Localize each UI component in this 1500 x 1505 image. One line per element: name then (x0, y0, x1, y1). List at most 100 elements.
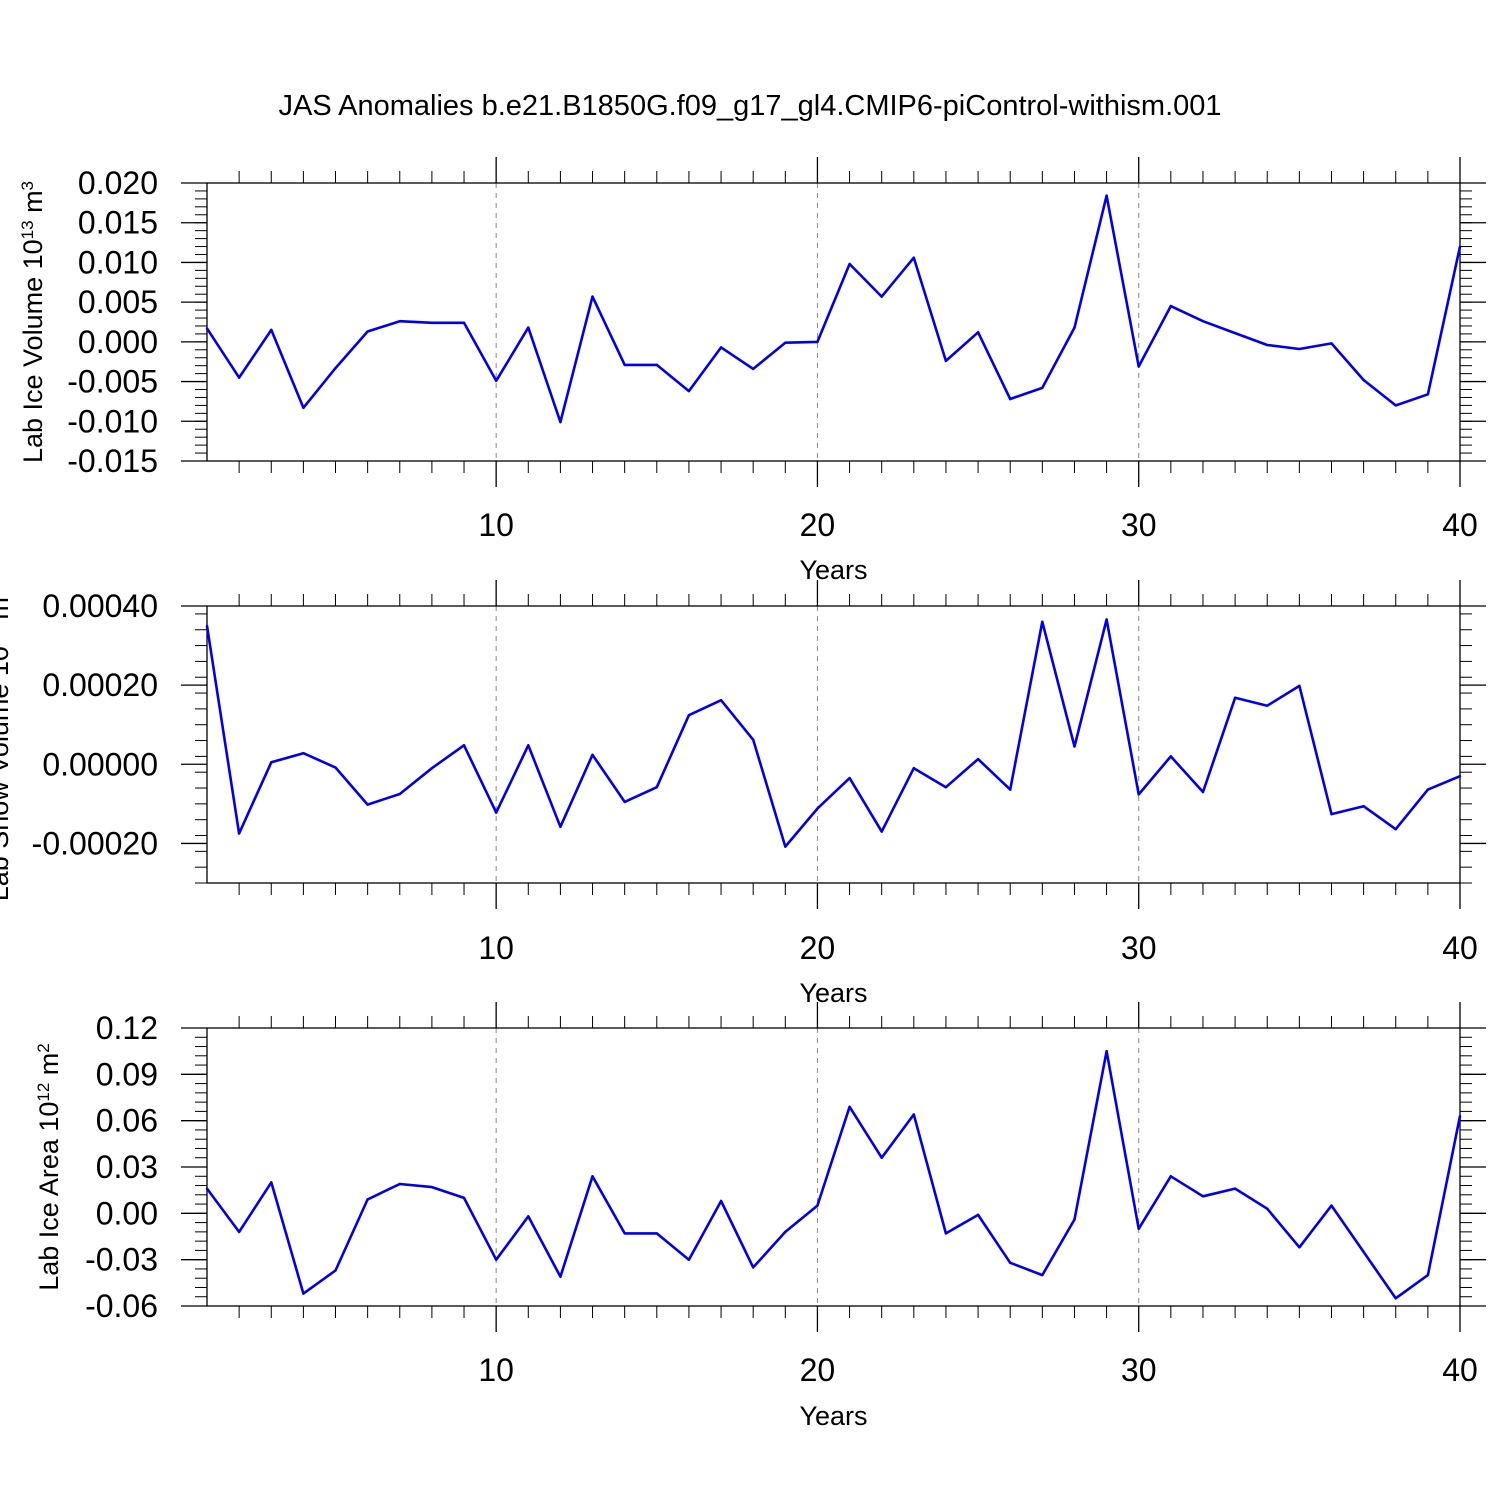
data-point (784, 845, 787, 848)
data-point (719, 346, 723, 349)
data-point (976, 1213, 980, 1217)
data-point (1330, 812, 1333, 816)
x-tick-label: 40 (1442, 1352, 1478, 1388)
data-point (912, 256, 916, 259)
data-point (1266, 704, 1269, 707)
y-tick-label: -0.015 (67, 443, 158, 479)
data-point (1362, 805, 1365, 808)
y-tick-label: 0.010 (78, 244, 158, 280)
y-tick-label: 0.00040 (42, 588, 158, 624)
data-point (205, 624, 209, 627)
x-tick-label: 10 (478, 507, 514, 543)
data-point (1233, 696, 1237, 700)
data-point (1137, 1227, 1140, 1230)
data-point (1298, 684, 1301, 688)
series-line-1 (205, 1049, 1462, 1300)
data-point (462, 321, 466, 324)
data-point (462, 744, 466, 747)
data-point (591, 295, 594, 298)
y-tick-label: 0.06 (96, 1103, 158, 1139)
series-line-1 (205, 618, 1461, 848)
data-point (912, 1113, 916, 1116)
data-point (270, 761, 273, 764)
y-axis-title-superscript: 2 (34, 1043, 53, 1052)
data-point (1426, 788, 1430, 791)
y-tick-label: -0.00020 (32, 825, 158, 861)
data-point (1105, 194, 1108, 197)
x-tick-label: 10 (478, 1352, 514, 1388)
data-point (719, 698, 723, 702)
data-point (751, 1266, 755, 1269)
data-point (655, 786, 658, 789)
data-point (1330, 1204, 1333, 1207)
data-point (237, 832, 241, 835)
data-point (1201, 320, 1205, 323)
data-point (1458, 1114, 1462, 1118)
data-point (655, 1232, 658, 1235)
data-point (1073, 745, 1076, 748)
data-point (1041, 620, 1044, 624)
y-axis-title-part: Lab Ice Area 10 (34, 1102, 64, 1291)
data-point (1041, 1273, 1044, 1277)
data-point (205, 327, 209, 330)
data-point (1009, 397, 1012, 401)
x-axis-title: Years (799, 978, 867, 1008)
data-point (559, 1275, 562, 1278)
y-tick-label: 0.015 (78, 205, 158, 241)
data-point (527, 1215, 530, 1218)
data-point (366, 1198, 369, 1201)
x-tick-label: 30 (1121, 1352, 1157, 1388)
data-point (430, 767, 434, 770)
chart-panel-2: 10 20 30 40 0.00040 0.00020 0.00000 -0.00020 Yea… (0, 580, 1486, 1008)
data-point (784, 341, 787, 344)
data-point (944, 1232, 948, 1235)
data-point (398, 320, 401, 323)
data-point (1330, 342, 1333, 345)
data-point (1233, 331, 1237, 335)
y-tick-label: 0.020 (78, 165, 158, 201)
y-tick-label: -0.005 (67, 364, 158, 400)
data-point (1009, 1261, 1012, 1264)
x-axis-title: Years (799, 555, 867, 585)
x-tick-label: 30 (1121, 507, 1157, 543)
y-axis-title-part: m (0, 597, 14, 627)
plot-frame (206, 182, 1461, 462)
data-point (237, 376, 241, 379)
y-axis-title-part: Lab Ice Volume 10 (18, 239, 48, 463)
data-point (334, 766, 337, 769)
y-axis-title-part: m (34, 1053, 64, 1083)
data-point (655, 363, 658, 367)
data-point (1394, 1297, 1397, 1300)
y-tick-label: 0.000 (78, 324, 158, 360)
data-point (1266, 343, 1269, 347)
data-point (1137, 793, 1140, 796)
x-tick-label: 40 (1442, 507, 1478, 543)
x-axis-title: Years (799, 1401, 867, 1431)
data-point (1394, 404, 1397, 407)
x-tick-label: 40 (1442, 930, 1478, 966)
data-point (1394, 827, 1397, 831)
data-point (494, 379, 498, 382)
y-tick-label: -0.06 (85, 1288, 158, 1324)
data-point (944, 786, 948, 789)
y-tick-label: 0.12 (96, 1010, 158, 1046)
data-point (1201, 1195, 1205, 1198)
data-point (848, 262, 851, 266)
data-point (559, 420, 562, 424)
data-point (1041, 386, 1044, 390)
y-tick-label: 0.005 (78, 284, 158, 320)
data-point (1362, 378, 1365, 382)
data-point (302, 1292, 305, 1295)
data-point (494, 1258, 498, 1261)
data-point (687, 1258, 691, 1261)
y-tick-label: 0.00020 (42, 667, 158, 703)
data-point (848, 1105, 851, 1108)
data-point (687, 714, 691, 717)
data-point (527, 744, 530, 747)
x-tick-label: 10 (478, 930, 514, 966)
data-point (398, 1182, 401, 1186)
y-axis-title-part: Lab Snow Volume 10 (0, 646, 14, 901)
data-point (270, 1181, 273, 1184)
